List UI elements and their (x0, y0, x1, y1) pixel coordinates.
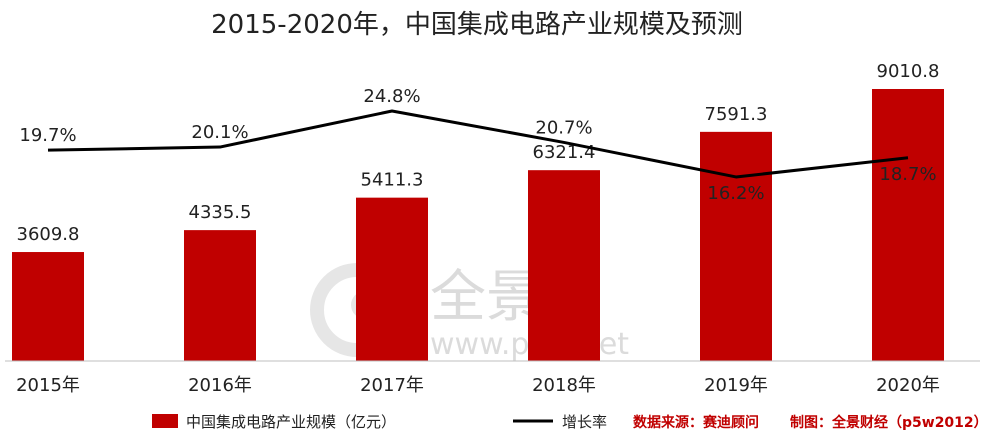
legend-label-scale: 中国集成电路产业规模（亿元） (186, 413, 396, 431)
bar-value-label-0: 3609.8 (17, 224, 80, 245)
growth-rate-series (47, 109, 909, 179)
bar-value-label-3: 6321.4 (533, 142, 596, 163)
x-tick-label-1: 2016年 (188, 375, 252, 396)
growth-rate-label-5: 18.7% (879, 164, 936, 185)
growth-rate-label-1: 20.1% (191, 122, 248, 143)
x-axis-tick-labels: 2015年 2016年 2017年 2018年 2019年 2020年 (16, 375, 940, 396)
growth-rate-labels: 19.7% 20.1% 24.8% 20.7% 16.2% 18.7% (19, 86, 936, 204)
legend: 中国集成电路产业规模（亿元） 增长率 (152, 413, 607, 431)
legend-label-growth: 增长率 (562, 413, 607, 431)
x-tick-label-5: 2020年 (876, 375, 940, 396)
bar-series (12, 89, 944, 361)
bar-value-label-4: 7591.3 (705, 104, 768, 125)
bar-4 (700, 131, 772, 361)
x-tick-label-3: 2018年 (532, 375, 596, 396)
growth-rate-line (47, 109, 909, 179)
growth-rate-label-2: 24.8% (363, 86, 420, 107)
bar-3 (528, 170, 600, 361)
chart-title: 2015-2020年，中国集成电路产业规模及预测 (211, 10, 743, 40)
bar-0 (12, 252, 84, 361)
bar-value-labels: 3609.8 4335.5 5411.3 6321.4 7591.3 9010.8 (17, 61, 940, 245)
bar-value-label-2: 5411.3 (361, 170, 424, 191)
bar-1 (184, 230, 256, 361)
x-tick-label-4: 2019年 (704, 375, 768, 396)
growth-rate-label-3: 20.7% (535, 117, 592, 138)
credit-note: 制图：全景财经（p5w2012） (790, 414, 986, 431)
x-tick-label-2: 2017年 (360, 375, 424, 396)
source-note: 数据来源：赛迪顾问 (633, 414, 759, 431)
x-tick-label-0: 2015年 (16, 375, 80, 396)
bar-5 (872, 89, 944, 361)
bar-2 (356, 197, 428, 361)
bar-value-label-1: 4335.5 (189, 202, 252, 223)
legend-swatch-bar (152, 414, 178, 428)
bar-value-label-5: 9010.8 (877, 61, 940, 82)
growth-rate-label-4: 16.2% (707, 183, 764, 204)
growth-rate-label-0: 19.7% (19, 125, 76, 146)
